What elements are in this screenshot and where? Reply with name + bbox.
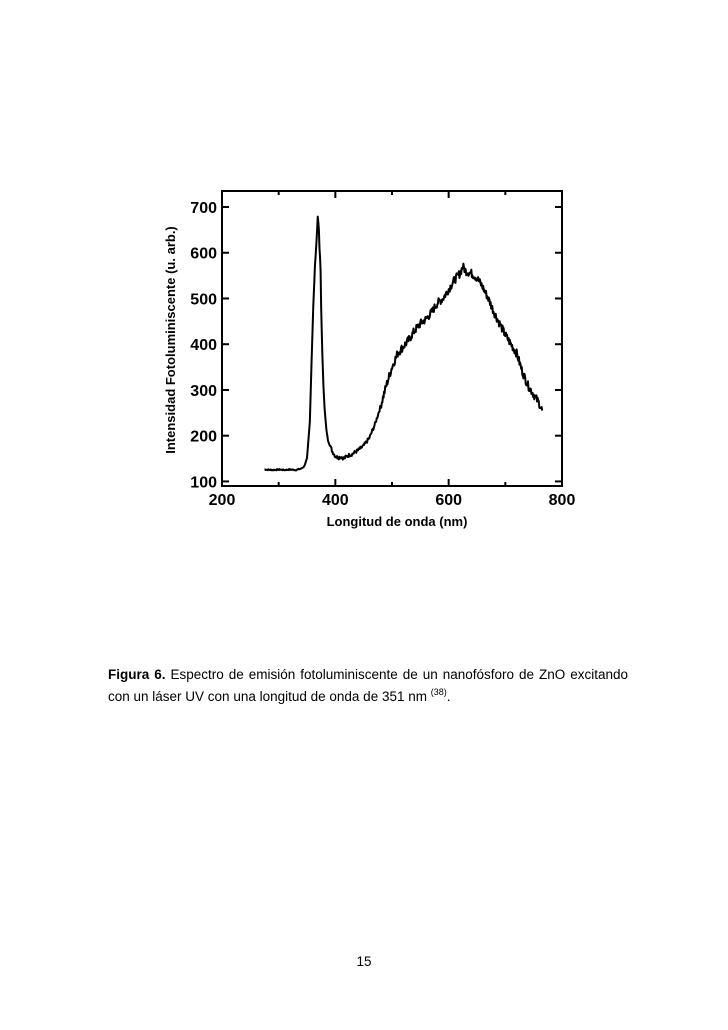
caption-reference: (38) (430, 687, 447, 697)
x-tick-label: 600 (435, 492, 462, 509)
y-tick-label: 500 (190, 291, 217, 308)
x-axis-title: Longitud de onda (nm) (327, 514, 468, 529)
x-tick-label: 200 (209, 492, 236, 509)
y-tick-label: 600 (190, 246, 217, 263)
plot-frame (221, 190, 563, 487)
page-number: 15 (356, 954, 372, 969)
x-tick-label: 800 (549, 492, 576, 509)
caption-text: Espectro de emisión fotoluminiscente de … (108, 667, 628, 704)
tick-marks (221, 191, 563, 486)
y-tick-label: 300 (190, 383, 217, 400)
caption-lead: Figura 6. (108, 667, 166, 682)
y-tick-label: 200 (190, 429, 217, 446)
y-axis-title: Intensidad Fotoluminiscente (u. arb.) (163, 226, 178, 454)
y-tick-label: 100 (190, 474, 217, 491)
y-tick-label: 400 (190, 337, 217, 354)
series-line (264, 215, 544, 472)
figure-caption: Figura 6. Espectro de emisión fotolumini… (108, 664, 628, 708)
x-tick-label: 400 (322, 492, 349, 509)
caption-end: . (446, 689, 451, 704)
y-tick-label: 700 (190, 200, 217, 217)
